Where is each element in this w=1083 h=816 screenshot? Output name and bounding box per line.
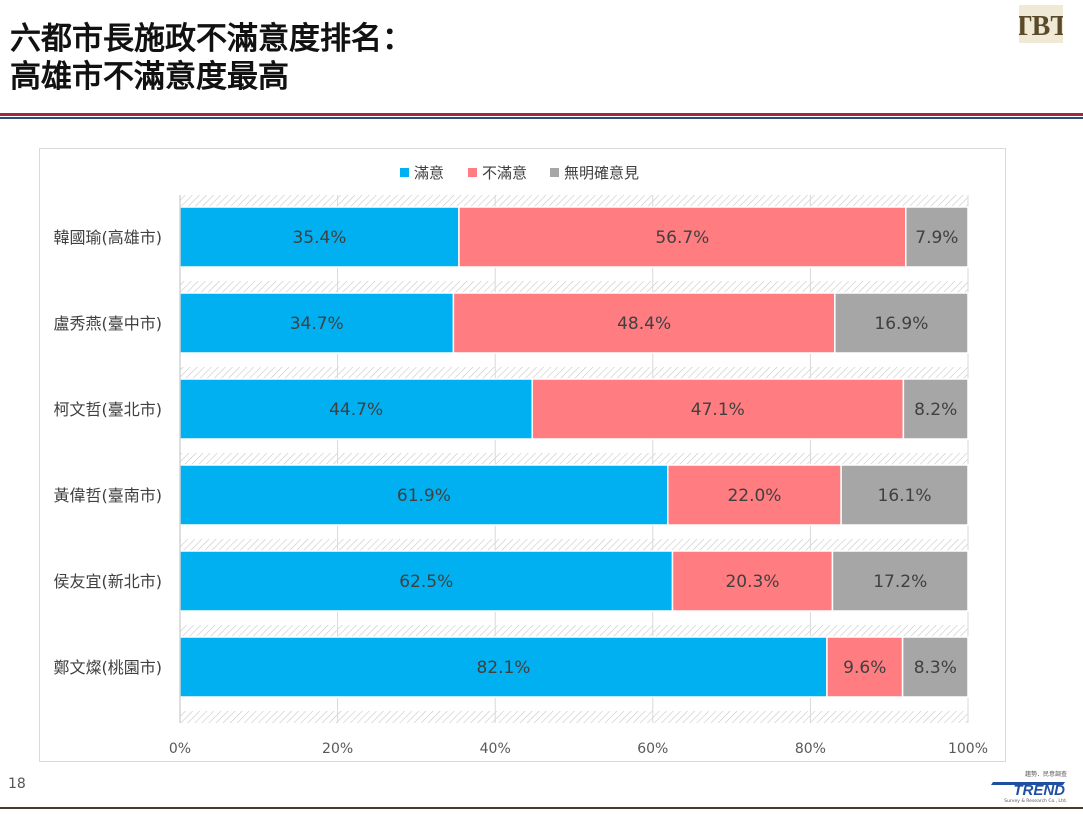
tbt-logo: TBT [1019,5,1063,43]
legend-swatch [400,168,409,177]
data-label: 16.1% [878,486,932,506]
data-label: 20.3% [725,572,779,592]
hatch-band [180,453,968,465]
bar-segment [452,292,836,354]
data-label: 17.2% [873,572,927,592]
bar-segment [179,292,455,354]
data-label: 7.9% [915,228,958,248]
data-label: 22.0% [727,486,781,506]
bar-segment [458,206,907,268]
data-label: 62.5% [399,572,453,592]
hatch-band [180,539,968,551]
bar-segment [840,464,969,526]
svg-text:Survey & Research Co., Ltd.: Survey & Research Co., Ltd. [1004,798,1067,804]
x-tick-label: 0% [169,741,191,757]
x-tick-label: 60% [637,741,668,757]
stacked-bar-chart: 滿意 不滿意 無明確意見 35.4% 56.7% 7.9% 韓國瑜(高雄市) 34.7% 48… [54,164,989,757]
data-label: 8.3% [914,658,957,678]
hatch-band [180,711,968,723]
data-label: 44.7% [329,400,383,420]
legend-label: 無明確意見 [564,164,639,182]
x-tick-label: 100% [948,741,988,757]
data-label: 34.7% [290,314,344,334]
chart-container: 滿意 不滿意 無明確意見 35.4% 56.7% 7.9% 韓國瑜(高雄市) 34.7% 48… [39,148,1006,762]
bar-segment [834,292,969,354]
legend-swatch [550,168,559,177]
svg-text:TBT: TBT [1019,11,1063,42]
category-label: 盧秀燕(臺中市) [54,314,163,333]
x-tick-label: 40% [480,741,511,757]
slide-title: 六都市長施政不滿意度排名： 高雄市不滿意度最高 [10,20,413,96]
bar-segment [179,378,533,440]
title-line-1: 六都市長施政不滿意度排名： [10,21,413,57]
bar-segment [179,464,669,526]
trend-logo: 趨勢．民意調查 TREND Survey & Research Co., Ltd… [991,770,1067,804]
data-label: 48.4% [617,314,671,334]
svg-text:TREND: TREND [1013,782,1065,799]
data-label: 9.6% [843,658,886,678]
legend-item: 無明確意見 [550,164,639,182]
data-label: 61.9% [397,486,451,506]
hatch-band [180,195,968,207]
category-label: 侯友宜(新北市) [54,572,163,591]
data-label: 16.9% [874,314,928,334]
bar-segment [831,550,969,612]
category-label: 韓國瑜(高雄市) [54,228,163,247]
page-number: 18 [8,776,26,792]
hatch-band [180,367,968,379]
data-label: 8.2% [914,400,957,420]
plot-area: 35.4% 56.7% 7.9% 韓國瑜(高雄市) 34.7% 48.4% 16.9% 盧秀燕… [54,195,988,757]
bar-segment [901,636,969,698]
bar-segment [667,464,842,526]
footer-rule [0,807,1083,809]
chart-legend: 滿意 不滿意 無明確意見 [400,164,639,182]
category-label: 鄭文燦(桃園市) [54,658,163,677]
legend-item: 滿意 [400,164,444,182]
bar-segment [826,636,904,698]
legend-label: 滿意 [414,164,444,182]
data-label: 47.1% [691,400,745,420]
title-line-2: 高雄市不滿意度最高 [10,59,289,95]
x-tick-label: 20% [322,741,353,757]
data-label: 56.7% [655,228,709,248]
data-label: 35.4% [292,228,346,248]
bar-segment [671,550,834,612]
svg-text:趨勢．民意調查: 趨勢．民意調查 [1025,770,1067,778]
hatch-band [180,281,968,293]
legend-swatch [468,168,477,177]
category-label: 黃偉哲(臺南市) [54,486,163,505]
bar-segment [531,378,905,440]
data-label: 82.1% [476,658,530,678]
legend-item: 不滿意 [468,164,527,182]
bar-segment [902,378,969,440]
legend-label: 不滿意 [482,164,527,182]
header-rule-blue [0,117,1083,119]
bar-segment [179,636,828,698]
header-rule-red [0,113,1083,116]
x-tick-label: 80% [795,741,826,757]
hatch-band [180,625,968,637]
category-label: 柯文哲(臺北市) [54,400,163,419]
bar-segment [904,206,969,268]
